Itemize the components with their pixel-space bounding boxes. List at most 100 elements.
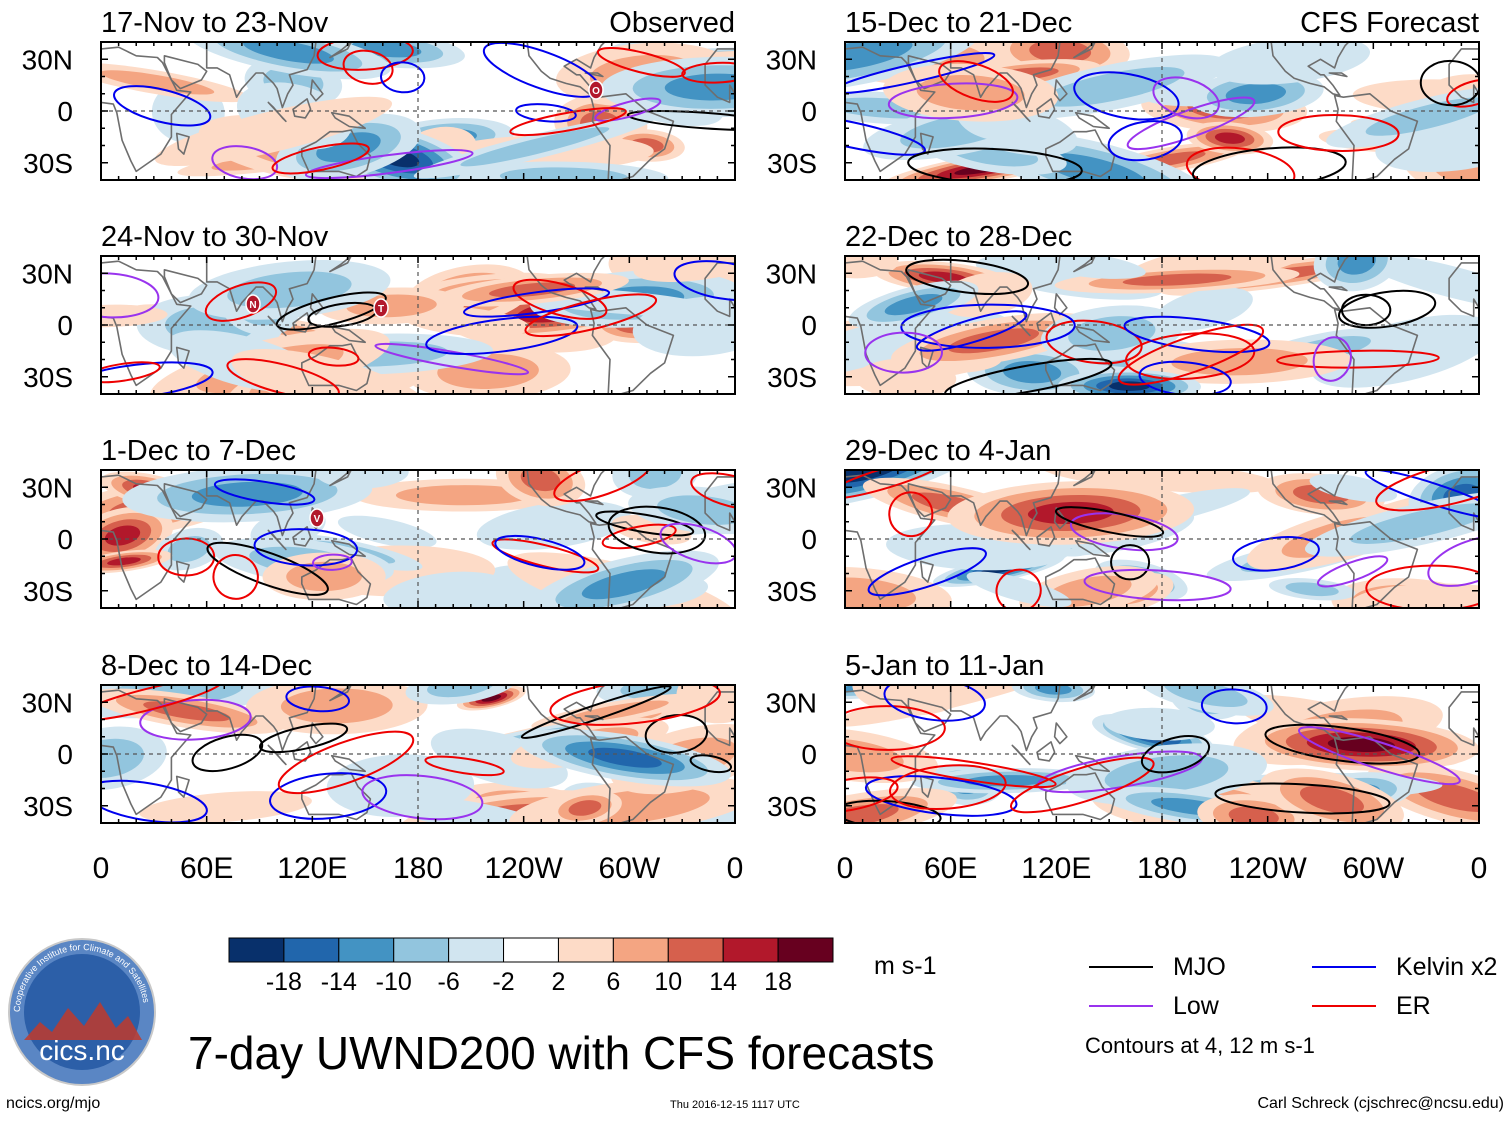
continent-outline: [1328, 286, 1348, 292]
continent-outline: [949, 685, 1061, 752]
storm-marker-n: N: [245, 294, 261, 314]
y-tick-label: 30N: [22, 258, 73, 289]
easterly-anomaly: [1350, 503, 1479, 544]
continent-outline: [584, 500, 604, 506]
continent-outline: [1448, 262, 1479, 318]
continent-outline: [1073, 685, 1096, 702]
westerly-anomaly: [1299, 785, 1364, 814]
contour-kelvin-x2: [1138, 360, 1232, 394]
continent-outline: [1333, 521, 1419, 608]
legend-line-mjo: [1089, 966, 1153, 968]
continent-outline: [163, 269, 208, 304]
continent-outline: [163, 698, 208, 733]
contour-er: [212, 554, 259, 600]
easterly-anomaly: [845, 470, 901, 483]
continent-outline: [1328, 500, 1348, 506]
contour-kelvin-x2: [673, 260, 735, 302]
easterly-anomaly: [657, 495, 735, 525]
panel-29-dec-to-4-jan: 30N 0 30S 29-Dec to 4-Jan: [766, 435, 1480, 609]
contour-er: [888, 764, 1007, 810]
y-tick-label: 30S: [23, 791, 73, 822]
colorbar-level-label: 18: [764, 968, 792, 996]
continent-outline: [101, 689, 192, 816]
continent-outline: [1270, 256, 1350, 311]
contour-note: Contours at 4, 12 m s-1: [1085, 1033, 1315, 1058]
continent-outline: [907, 483, 952, 518]
y-tick-label: 30N: [766, 472, 817, 503]
footer-url[interactable]: ncics.org/mjo: [6, 1095, 101, 1112]
contour-er: [890, 755, 1057, 789]
continent-outline: [1073, 470, 1096, 487]
contour-er: [1045, 319, 1143, 365]
x-tick-label: 180: [393, 852, 443, 885]
storm-marker-shape: [245, 294, 261, 314]
y-tick-label: 0: [57, 524, 73, 555]
contour-kelvin-x2: [867, 547, 987, 597]
contour-er: [277, 730, 415, 795]
westerly-anomaly: [918, 271, 968, 283]
continent-outline: [301, 343, 372, 392]
continent-outline: [267, 529, 287, 551]
easterly-anomaly: [1357, 256, 1479, 311]
panel-17-nov-to-23-nov: O 30N 0 30S 17-Nov to 23-Nov Observed: [22, 7, 736, 181]
panel-ticks: [100, 469, 736, 609]
contour-er: [342, 49, 394, 85]
westerly-anomaly: [845, 804, 899, 823]
easterly-anomaly: [243, 42, 334, 64]
colorbar-level-label: 2: [552, 968, 566, 996]
contour-er: [271, 142, 370, 175]
contour-er: [316, 42, 414, 71]
continent-outline: [1053, 293, 1068, 316]
x-tick-label: 0: [727, 852, 744, 885]
continent-outline: [919, 560, 934, 583]
contour-er: [1276, 349, 1440, 369]
colorbar-swatch: [503, 937, 559, 963]
colorbar-level-label: 10: [654, 968, 682, 996]
westerly-anomaly: [1349, 583, 1479, 608]
colorbar: -18 -14 -10 -6 -2 2 6 10 14 18: [228, 937, 834, 996]
panel-title: 8-Dec to 14-Dec: [101, 650, 312, 682]
continent-outline: [205, 685, 317, 752]
storm-marker-o: O: [588, 80, 604, 100]
colorbar-swatch: [612, 937, 669, 963]
westerly-anomaly: [101, 70, 215, 95]
x-tick-label: 120E: [1021, 852, 1091, 885]
contour-kelvin-x2: [113, 85, 212, 127]
x-tick-label: 0: [837, 852, 854, 885]
storm-marker-t: T: [373, 298, 389, 318]
contour-er: [995, 568, 1042, 608]
colorbar-swatch: [777, 937, 834, 963]
easterly-anomaly: [1225, 83, 1287, 105]
contour-er: [101, 685, 224, 722]
continent-outline: [329, 256, 352, 273]
continent-outline: [267, 744, 287, 766]
panel-ticks: [844, 469, 1480, 609]
contour-kelvin-x2: [253, 528, 359, 567]
contour-low: [594, 97, 662, 122]
contour-mjo: [907, 147, 1083, 180]
continent-outline: [1073, 256, 1096, 273]
contour-kelvin-x2: [1073, 71, 1180, 121]
continent-outline: [205, 470, 317, 537]
contour-low: [659, 522, 735, 565]
x-tick-label: 120W: [1228, 852, 1307, 885]
easterly-anomaly: [167, 536, 210, 563]
continent-outline: [163, 483, 208, 518]
colorbar-level-label: -2: [492, 968, 514, 996]
panel-ticks: [844, 255, 1480, 395]
panel-1-dec-to-7-dec: V 30N 0 30S 1-Dec to 7-Dec: [22, 435, 736, 609]
continent-outline: [526, 42, 606, 97]
y-tick-label: 0: [57, 739, 73, 770]
colorbar-level-label: -14: [321, 968, 357, 996]
contour-low: [361, 774, 484, 821]
continent-outline: [1448, 691, 1479, 747]
contour-er: [938, 60, 1014, 103]
panel-title: 24-Nov to 30-Nov: [101, 221, 329, 253]
contour-low: [1083, 568, 1232, 602]
contour-mjo: [1054, 506, 1165, 538]
easterly-anomaly: [845, 42, 913, 72]
contour-er: [1365, 564, 1479, 608]
colorbar-swatch: [722, 937, 779, 963]
panel-tag: CFS Forecast: [1300, 7, 1479, 39]
contour-low: [1316, 555, 1389, 588]
